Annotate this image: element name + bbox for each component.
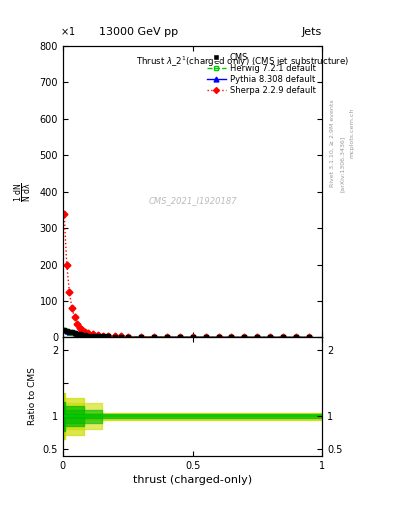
Text: Rivet 3.1.10, ≥ 2.9M events: Rivet 3.1.10, ≥ 2.9M events: [330, 99, 334, 187]
Text: 13000 GeV pp: 13000 GeV pp: [99, 27, 178, 37]
X-axis label: thrust (charged-only): thrust (charged-only): [133, 475, 252, 485]
Text: mcplots.cern.ch: mcplots.cern.ch: [349, 108, 354, 158]
Text: CMS_2021_I1920187: CMS_2021_I1920187: [148, 196, 237, 205]
Legend: CMS, Herwig 7.2.1 default, Pythia 8.308 default, Sherpa 2.2.9 default: CMS, Herwig 7.2.1 default, Pythia 8.308 …: [205, 50, 318, 97]
Y-axis label: $\mathregular{\frac{1}{\mathrm{N}}\frac{\mathrm{d}N}{\mathrm{d}\lambda}}$: $\mathregular{\frac{1}{\mathrm{N}}\frac{…: [13, 182, 34, 202]
Text: Thrust $\lambda\_2^1$(charged only) (CMS jet substructure): Thrust $\lambda\_2^1$(charged only) (CMS…: [136, 55, 349, 69]
Text: [arXiv:1306.3436]: [arXiv:1306.3436]: [340, 136, 345, 192]
Y-axis label: Ratio to CMS: Ratio to CMS: [28, 368, 37, 425]
Text: Jets: Jets: [302, 27, 322, 37]
Text: $\times$1: $\times$1: [60, 25, 76, 37]
